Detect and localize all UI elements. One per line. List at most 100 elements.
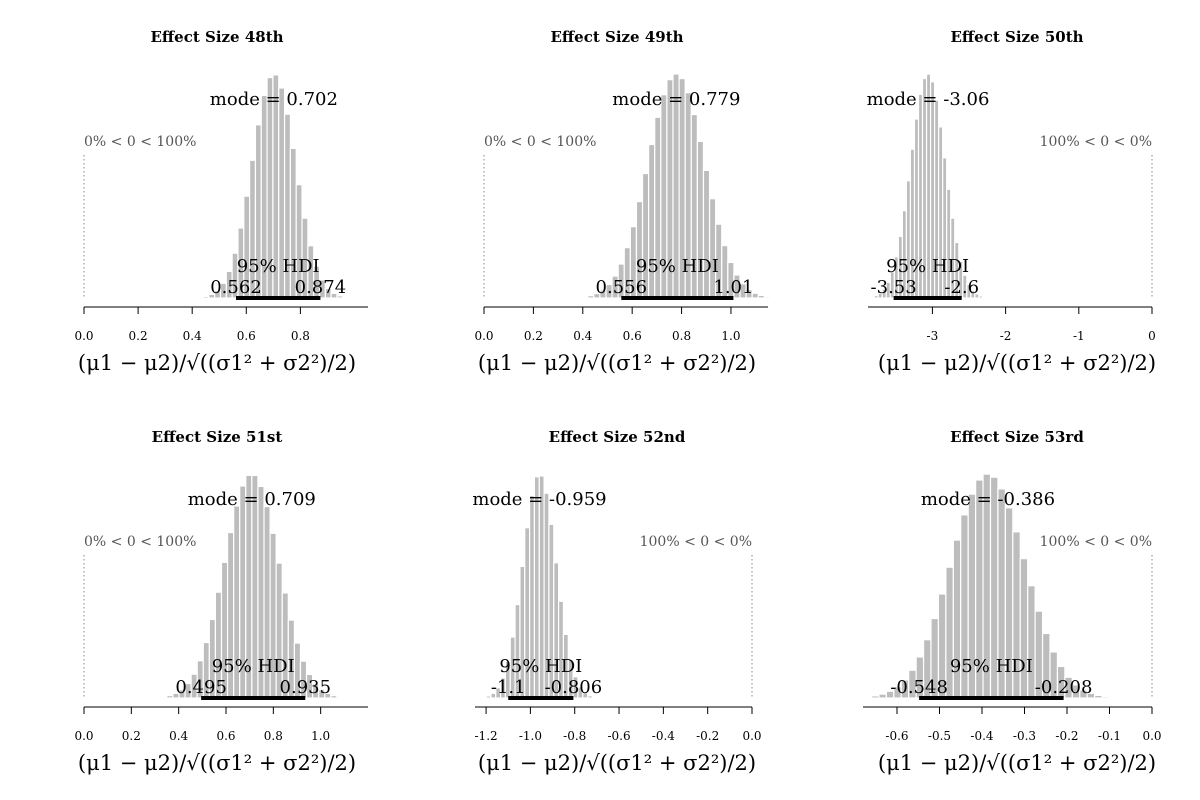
x-tick-label: 0.2 — [122, 729, 141, 743]
histogram-bar — [587, 695, 594, 699]
x-tick-label: -0.4 — [652, 729, 676, 743]
histogram-bar — [330, 695, 338, 699]
x-tick-label: -0.2 — [696, 729, 719, 743]
hdi-upper-label: -0.806 — [545, 677, 603, 698]
effect-size-panel-5: Effect Size 52nd 100% < 0 < 0% mode = -0.9… — [472, 428, 761, 775]
x-tick-label: 0.0 — [74, 729, 93, 743]
histogram-bar — [342, 696, 350, 699]
effect-size-panel-3: Effect Size 50th 100% < 0 < 0% mode = -3.0… — [867, 28, 1156, 375]
panel-title: Effect Size 53rd — [950, 428, 1084, 446]
x-tick-label: -0.4 — [970, 729, 994, 743]
histogram-bar — [587, 295, 595, 299]
panel-title: Effect Size 49th — [550, 28, 683, 46]
histogram-bar — [1094, 694, 1103, 699]
mode-label: mode = -0.386 — [921, 489, 1055, 510]
panel-title: Effect Size 48th — [150, 28, 283, 46]
x-tick-label: 0.6 — [623, 329, 642, 343]
hdi-upper-label: -2.6 — [944, 277, 979, 298]
mode-label: mode = 0.709 — [188, 489, 316, 510]
hdi-lower-label: 0.562 — [210, 277, 262, 298]
effect-size-panel-2: Effect Size 49th 0% < 0 < 100% mode = 0.77… — [474, 28, 772, 375]
x-tick-label: 0.0 — [1142, 729, 1161, 743]
x-tick-label: -1.0 — [519, 729, 542, 743]
x-tick-label: 0.6 — [216, 729, 235, 743]
x-tick-label: -0.2 — [1055, 729, 1078, 743]
effect-size-panel-6: Effect Size 53rd 100% < 0 < 0% mode = -0.3… — [863, 428, 1162, 775]
x-tick-label: -0.6 — [885, 729, 908, 743]
compare-percent-label: 100% < 0 < 0% — [1040, 134, 1152, 150]
x-tick-label: 0.2 — [129, 329, 148, 343]
x-tick-label: -1 — [1073, 329, 1085, 343]
histogram-bar — [1101, 696, 1111, 699]
histogram-bar — [978, 295, 984, 299]
effect-size-panel-1: Effect Size 48th 0% < 0 < 100% mode = 0.70… — [74, 28, 368, 375]
mode-label: mode = -0.959 — [472, 489, 606, 510]
panel-title: Effect Size 50th — [950, 28, 1083, 46]
mode-label: mode = 0.779 — [612, 89, 740, 110]
histogram-bar — [870, 695, 880, 699]
compare-percent-label: 0% < 0 < 100% — [84, 134, 196, 150]
hdi-lower-label: 0.556 — [596, 277, 648, 298]
x-tick-label: -3 — [927, 329, 939, 343]
histogram-bar — [1019, 558, 1029, 699]
mode-label: mode = 0.702 — [210, 89, 338, 110]
hdi-upper-label: 0.935 — [280, 677, 332, 698]
compare-percent-label: 0% < 0 < 100% — [84, 534, 196, 550]
hdi-label: 95% HDI — [499, 656, 582, 677]
x-tick-label: 0.6 — [237, 329, 256, 343]
x-tick-label: -2 — [1000, 329, 1012, 343]
histogram-bar — [702, 169, 711, 299]
hdi-upper-label: 0.874 — [295, 277, 347, 298]
x-tick-label: 0.0 — [74, 329, 93, 343]
histogram-bar — [166, 694, 174, 699]
histogram-bar — [982, 296, 988, 299]
panel-title: Effect Size 52nd — [549, 428, 686, 446]
compare-percent-label: 100% < 0 < 0% — [1040, 534, 1152, 550]
x-axis-label: (μ1 − μ2)/√((σ1² + σ2²)/2) — [478, 351, 756, 375]
x-tick-label: 0.0 — [742, 729, 761, 743]
hdi-label: 95% HDI — [886, 256, 969, 277]
x-tick-label: 1.0 — [311, 729, 330, 743]
x-axis-label: (μ1 − μ2)/√((σ1² + σ2²)/2) — [878, 751, 1156, 775]
panel-title: Effect Size 51st — [152, 428, 283, 446]
x-tick-label: 0.4 — [169, 729, 188, 743]
hdi-upper-label: -0.208 — [1035, 677, 1093, 698]
x-tick-label: 0.8 — [264, 729, 283, 743]
x-tick-label: 0.0 — [474, 329, 493, 343]
x-axis-label: (μ1 − μ2)/√((σ1² + σ2²)/2) — [878, 351, 1156, 375]
x-tick-label: 0.8 — [672, 329, 691, 343]
x-tick-label: 0 — [1148, 329, 1156, 343]
x-axis-label: (μ1 − μ2)/√((σ1² + σ2²)/2) — [78, 751, 356, 775]
hdi-label: 95% HDI — [636, 256, 719, 277]
histogram-bar — [336, 696, 344, 699]
histogram-bar — [763, 296, 772, 299]
x-tick-label: -0.1 — [1098, 729, 1121, 743]
x-axis-label: (μ1 − μ2)/√((σ1² + σ2²)/2) — [478, 751, 756, 775]
x-tick-label: -0.6 — [607, 729, 630, 743]
histogram-bar — [878, 693, 887, 699]
hdi-lower-label: -0.548 — [890, 677, 948, 698]
compare-percent-label: 0% < 0 < 100% — [484, 134, 596, 150]
mode-label: mode = -3.06 — [867, 89, 990, 110]
hdi-label: 95% HDI — [237, 256, 320, 277]
hdi-lower-label: -3.53 — [871, 277, 917, 298]
effect-size-panel-4: Effect Size 51st 0% < 0 < 100% mode = 0.70… — [74, 428, 368, 775]
histogram-bar — [342, 296, 350, 299]
x-tick-label: -0.3 — [1013, 729, 1036, 743]
x-axis-label: (μ1 − μ2)/√((σ1² + σ2²)/2) — [78, 351, 356, 375]
x-tick-label: 0.8 — [291, 329, 310, 343]
x-tick-label: -1.2 — [475, 729, 498, 743]
x-tick-label: -0.8 — [563, 729, 586, 743]
compare-percent-label: 100% < 0 < 0% — [640, 534, 752, 550]
hdi-lower-label: 0.495 — [175, 677, 227, 698]
x-tick-label: -0.5 — [928, 729, 951, 743]
x-tick-label: 0.4 — [183, 329, 202, 343]
hdi-label: 95% HDI — [212, 656, 295, 677]
hdi-lower-label: -1.1 — [491, 677, 526, 698]
histogram-bar — [202, 295, 210, 299]
x-tick-label: 0.2 — [524, 329, 543, 343]
hdi-label: 95% HDI — [950, 656, 1033, 677]
x-tick-label: 0.4 — [573, 329, 592, 343]
x-tick-label: 1.0 — [721, 329, 740, 343]
